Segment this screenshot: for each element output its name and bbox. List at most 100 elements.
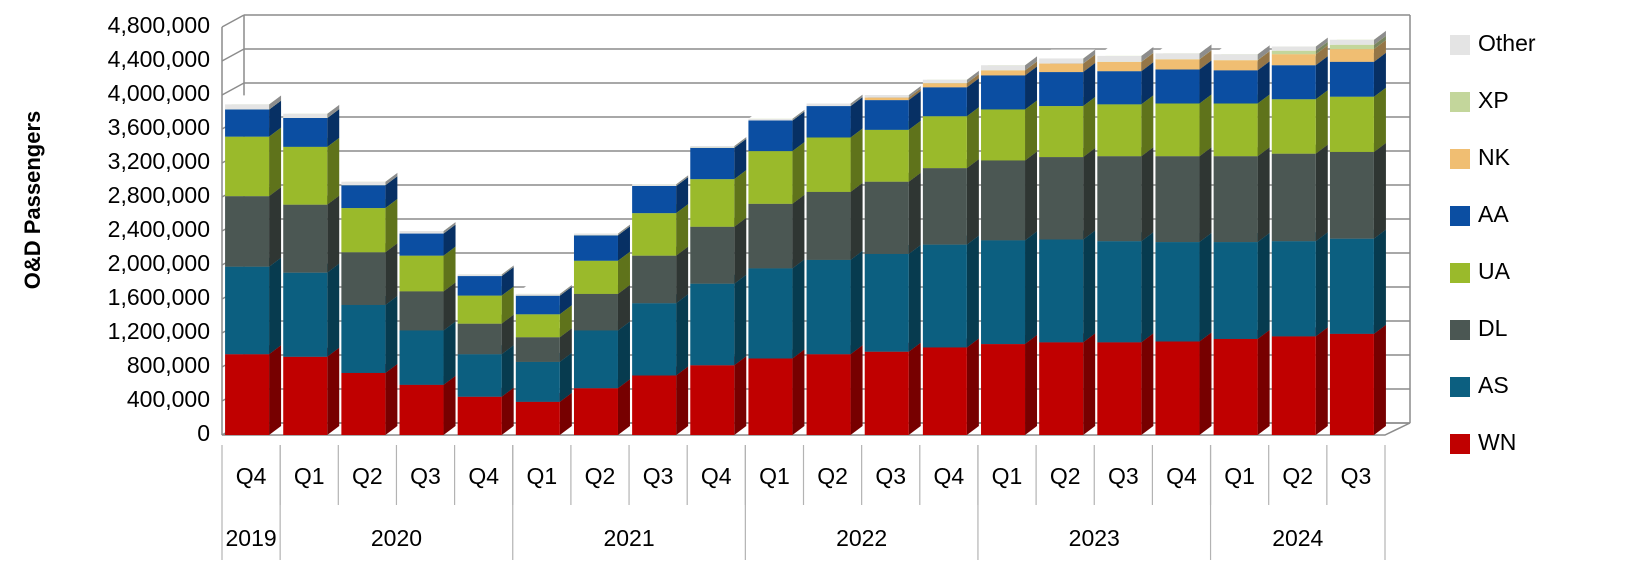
bar (399, 384, 444, 435)
bar (399, 255, 444, 292)
legend-label: WN (1478, 429, 1516, 455)
bar (1271, 336, 1316, 435)
bar-side (269, 127, 282, 197)
y-tick-label: 1,200,000 (108, 318, 210, 344)
bar (1097, 241, 1142, 343)
bar (922, 168, 967, 245)
bar-side (501, 267, 514, 296)
bar (283, 117, 328, 147)
bar-side (1083, 97, 1096, 158)
bar-side (327, 137, 340, 205)
bar-top (748, 109, 805, 119)
bar (864, 100, 909, 130)
bar (806, 137, 851, 192)
bar (457, 396, 502, 435)
bar (1039, 157, 1084, 240)
y-tick-label: 4,000,000 (108, 80, 210, 106)
bar-side (269, 100, 282, 137)
bar-side (1373, 30, 1386, 45)
bar (399, 291, 444, 331)
bar-side (501, 345, 514, 397)
bar (1097, 71, 1142, 105)
bar-side (792, 142, 805, 204)
bar (1039, 106, 1084, 158)
legend-label: UA (1478, 258, 1511, 284)
bar (1097, 156, 1142, 242)
legend-label: NK (1478, 144, 1511, 170)
legend-swatch (1450, 149, 1470, 169)
bar-side (1083, 230, 1096, 343)
bar-side (1315, 37, 1328, 51)
bar-side (792, 111, 805, 152)
bar-side (850, 250, 863, 355)
bar-side (966, 235, 979, 348)
bar (573, 235, 618, 261)
bar-side (1025, 66, 1038, 110)
bar-side (1199, 44, 1212, 60)
bar (225, 104, 270, 110)
bar (922, 116, 967, 169)
bar (690, 226, 735, 284)
bar-side (1083, 54, 1096, 73)
bar-side (327, 104, 340, 118)
bar (399, 330, 444, 385)
x-group-label: 2020 (371, 525, 422, 551)
y-tick-label: 3,200,000 (108, 148, 210, 174)
bar (981, 70, 1026, 76)
bar-side (734, 137, 747, 148)
bar-side (1083, 49, 1096, 64)
x-tick-label: Q4 (468, 463, 499, 489)
bar-side (908, 88, 921, 101)
bar (341, 185, 386, 209)
bar (1271, 99, 1316, 154)
bar-top (573, 224, 630, 234)
x-group-label: 2019 (225, 525, 276, 551)
bar-side (327, 195, 340, 273)
bar-side (908, 172, 921, 254)
bar-side (443, 375, 456, 435)
x-group-label: 2023 (1069, 525, 1120, 551)
bar-side (676, 294, 689, 376)
bar (341, 304, 386, 373)
bar (864, 97, 909, 101)
bar (1039, 63, 1084, 73)
legend-swatch (1450, 35, 1470, 55)
x-tick-label: Q1 (526, 463, 557, 489)
bar-side (617, 251, 630, 294)
x-group-label: 2024 (1272, 525, 1323, 551)
bar-top (341, 172, 398, 182)
bar (573, 233, 618, 236)
bar-side (1141, 232, 1154, 343)
legend-label: DL (1478, 315, 1508, 341)
bar (806, 106, 851, 138)
bar-side (1141, 95, 1154, 157)
bar-side (501, 387, 514, 435)
bar (806, 259, 851, 355)
bar-side (792, 194, 805, 269)
bar-side (1025, 231, 1038, 345)
bar (748, 120, 793, 152)
x-tick-label: Q2 (352, 463, 383, 489)
bar (1213, 338, 1258, 435)
x-tick-label: Q1 (992, 463, 1023, 489)
bar (1155, 242, 1200, 342)
bar (748, 118, 793, 121)
bar-side (1373, 40, 1386, 62)
x-tick-label: Q3 (1341, 463, 1372, 489)
y-tick-label: 2,000,000 (108, 250, 210, 276)
y-tick-label: 3,600,000 (108, 114, 210, 140)
bar (1271, 153, 1316, 242)
bar (399, 231, 444, 234)
bar (457, 276, 502, 296)
bar-side (1257, 233, 1270, 339)
bar-side (1315, 232, 1328, 337)
bar-side (443, 282, 456, 331)
bar-side (908, 91, 921, 130)
bar-side (966, 70, 979, 84)
legend-swatch (1450, 434, 1470, 454)
bar (573, 260, 618, 294)
bar (283, 113, 328, 118)
bar-side (850, 97, 863, 138)
legend-swatch (1450, 92, 1470, 112)
legend-swatch (1450, 263, 1470, 283)
